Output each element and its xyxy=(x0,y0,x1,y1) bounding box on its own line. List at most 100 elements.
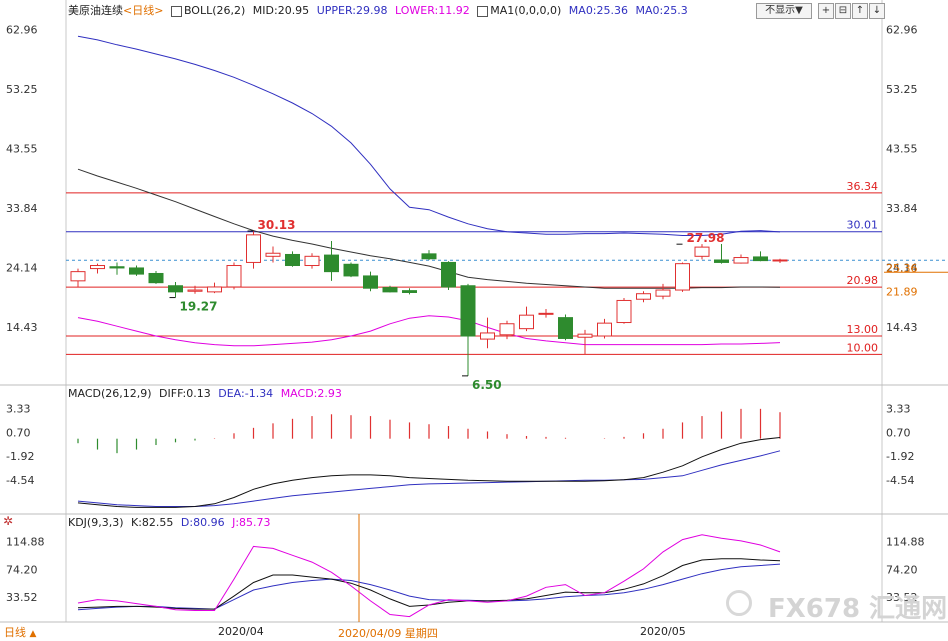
macd-right-tick-label: -1.92 xyxy=(886,450,914,463)
main-left-tick-label: 43.55 xyxy=(6,143,38,156)
candle-up xyxy=(265,252,281,257)
macd-right-tick-label: 0.70 xyxy=(886,426,911,439)
candle-down xyxy=(148,272,164,284)
main-left-tick-label: 24.14 xyxy=(6,262,38,275)
candle-down xyxy=(441,261,456,288)
candle-up xyxy=(187,289,203,292)
candle-up xyxy=(733,257,749,264)
candle-down xyxy=(753,256,768,262)
candle-down xyxy=(382,287,398,293)
kdj-j-line xyxy=(77,534,781,618)
period-tab-label: 日线 xyxy=(4,626,26,639)
candle-up xyxy=(772,259,788,262)
macd-header: MACD(26,12,9) DIFF:0.13 DEA:-1.34 MACD:2… xyxy=(68,387,346,401)
candle-down xyxy=(324,254,339,273)
hide-dropdown[interactable]: 不显示▼ xyxy=(756,3,812,19)
period-label: <日线> xyxy=(123,4,164,17)
main-right-tick-label: 62.96 xyxy=(886,24,918,37)
boll-upper-value: UPPER:29.98 xyxy=(316,4,388,17)
candle-up xyxy=(70,271,86,282)
macd-left-tick-label: -4.54 xyxy=(6,474,34,487)
candle-up xyxy=(519,314,534,330)
macd-right-tick-label: -4.54 xyxy=(886,474,914,487)
current-price-label: 25.36 xyxy=(886,262,918,275)
ma0-value-a: MA0:25.36 xyxy=(568,4,629,17)
ma-label: MA1(0,0,0,0) xyxy=(490,4,562,17)
period-up-arrow-icon: ▲ xyxy=(29,629,37,639)
macd-left-tick-label: -1.92 xyxy=(6,450,34,463)
candle-down xyxy=(460,285,476,337)
kdj-left-tick-label: 114.88 xyxy=(6,536,45,549)
extreme-value-label: 27.98 xyxy=(687,231,725,245)
price-level-label: 30.01 xyxy=(847,219,879,232)
main-right-tick-label: 24.14 xyxy=(886,262,918,275)
price-level-label: 20.98 xyxy=(847,274,879,287)
candle-down xyxy=(343,263,359,277)
main-left-tick-label: 62.96 xyxy=(6,24,38,37)
kdj-j-value: J:85.73 xyxy=(232,516,271,529)
candle-down xyxy=(714,259,729,263)
candle-up xyxy=(207,286,222,293)
add-indicator-button[interactable]: + xyxy=(818,3,834,19)
boll-checkbox-icon[interactable] xyxy=(170,5,182,17)
grid-lines xyxy=(66,192,948,622)
boll-upper-line xyxy=(77,35,781,236)
main-right-tick-label: 14.43 xyxy=(886,321,918,334)
extreme-value-label: 30.13 xyxy=(258,218,296,232)
boll-lower-line xyxy=(77,315,781,347)
candle-up xyxy=(597,322,612,337)
kdj-right-tick-label: 74.20 xyxy=(886,563,918,576)
extreme-value-label: 19.27 xyxy=(180,300,218,314)
candle-down xyxy=(402,290,417,293)
candle-down xyxy=(168,285,183,293)
main-left-tick-label: 14.43 xyxy=(6,321,38,334)
price-level-label: 10.00 xyxy=(847,341,879,354)
kdj-right-tick-label: 114.88 xyxy=(886,536,925,549)
candle-up xyxy=(538,312,554,315)
extreme-value-label: 6.50 xyxy=(472,378,502,392)
candle-down xyxy=(285,253,300,267)
candle-up xyxy=(655,289,671,297)
candle-down xyxy=(421,253,437,260)
collapse-panel-button[interactable]: ⊟ xyxy=(835,3,851,19)
candle-up xyxy=(226,265,242,288)
kdj-left-tick-label: 33.52 xyxy=(6,591,38,604)
main-header: 美原油连续<日线> BOLL(26,2) MID:20.95 UPPER:29.… xyxy=(68,4,692,18)
macd-macd-value: MACD:2.93 xyxy=(280,387,342,400)
kdj-name: KDJ(9,3,3) xyxy=(68,516,124,529)
candle-down xyxy=(129,267,144,275)
kdj-header: KDJ(9,3,3) K:82.55 D:80.96 J:85.73 xyxy=(68,516,275,530)
boll-lower-value: LOWER:11.92 xyxy=(394,4,470,17)
price-level-label: 13.00 xyxy=(847,323,879,336)
main-right-tick-label: 53.25 xyxy=(886,83,918,96)
candle-up xyxy=(694,246,710,257)
candle-up xyxy=(616,299,632,324)
macd-diff-value: DIFF:0.13 xyxy=(159,387,211,400)
candle-up xyxy=(499,323,515,336)
kdj-d-line xyxy=(77,563,781,611)
kdj-d-value: D:80.96 xyxy=(180,516,225,529)
candle-up xyxy=(90,265,105,270)
chart-marks xyxy=(70,35,788,618)
ma-checkbox-icon[interactable] xyxy=(477,5,489,17)
boll-mid-value: MID:20.95 xyxy=(252,4,310,17)
price-level-label: 36.34 xyxy=(847,180,879,193)
symbol-name: 美原油连续 xyxy=(68,4,123,17)
macd-name: MACD(26,12,9) xyxy=(68,387,152,400)
macd-left-tick-label: 3.33 xyxy=(6,403,31,416)
move-up-button[interactable]: ↑ xyxy=(852,3,868,19)
move-down-button[interactable]: ↓ xyxy=(869,3,885,19)
ma0-value-b: MA0:25.3 xyxy=(635,4,688,17)
main-left-tick-label: 33.84 xyxy=(6,202,38,215)
macd-dea-value: DEA:-1.34 xyxy=(218,387,274,400)
settings-sun-icon[interactable]: ✲ xyxy=(3,514,14,528)
macd-left-tick-label: 0.70 xyxy=(6,426,31,439)
last-close-label: 21.89 xyxy=(886,286,918,299)
candle-down xyxy=(558,317,573,339)
main-left-tick-label: 53.25 xyxy=(6,83,38,96)
candle-up xyxy=(636,293,651,300)
boll-label: BOLL(26,2) xyxy=(183,4,246,17)
candle-down xyxy=(363,275,378,289)
period-tab[interactable]: 日线 ▲ xyxy=(4,624,36,640)
